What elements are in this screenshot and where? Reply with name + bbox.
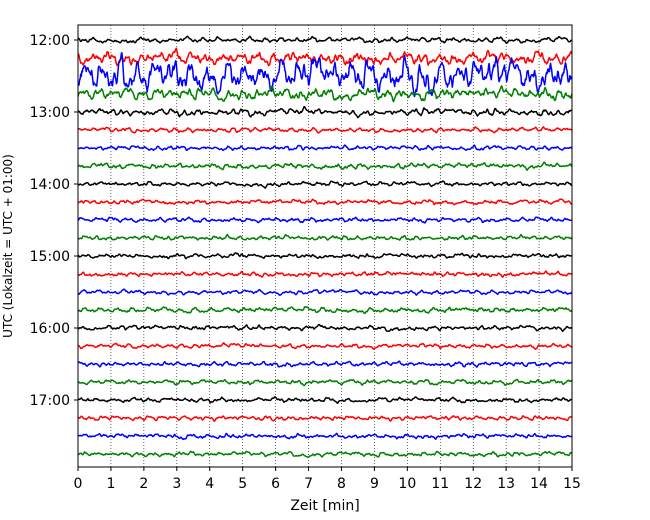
trace-line [78, 415, 572, 422]
trace-line [78, 35, 572, 44]
trace-line [78, 126, 572, 134]
x-tick-label: 15 [563, 476, 581, 492]
x-tick-label: 8 [337, 476, 346, 492]
x-tick-label: 4 [205, 476, 214, 492]
trace-line [78, 144, 572, 152]
trace-series [78, 35, 572, 459]
trace-line [78, 105, 572, 119]
x-axis-label: Zeit [min] [290, 498, 359, 514]
trace-line [78, 216, 572, 224]
y-tick-label: 15:00 [30, 249, 70, 265]
trace-line [78, 323, 572, 333]
x-tick-label: 3 [172, 476, 181, 492]
trace-line [78, 85, 572, 103]
x-tick-label: 12 [464, 476, 482, 492]
trace-line [78, 450, 572, 459]
trace-line [78, 342, 572, 350]
x-tick-label: 13 [497, 476, 515, 492]
trace-line [78, 252, 572, 260]
y-axis-label: UTC (Lokalzeit = UTC + 01:00) [1, 154, 15, 338]
x-tick-label: 1 [106, 476, 115, 492]
x-tick-label: 7 [304, 476, 313, 492]
trace-line [78, 52, 572, 98]
x-tick-label: 10 [398, 476, 416, 492]
trace-line [78, 180, 572, 189]
y-axis-ticks: 12:00 13:00 14:00 15:00 16:00 17:00 [30, 33, 78, 409]
x-tick-label: 14 [530, 476, 548, 492]
trace-line [78, 270, 572, 278]
trace-line [78, 396, 572, 404]
trace-line [78, 378, 572, 387]
trace-line [78, 161, 572, 171]
trace-line [78, 47, 572, 67]
trace-line [78, 306, 572, 315]
x-axis-ticks: 0 1 2 3 4 5 6 7 8 9 10 11 12 13 14 15 [74, 467, 581, 492]
x-tick-label: 9 [370, 476, 379, 492]
trace-line [78, 432, 572, 440]
trace-line [78, 233, 572, 241]
x-tick-label: 6 [271, 476, 280, 492]
y-tick-label: 13:00 [30, 105, 70, 121]
x-tick-label: 11 [431, 476, 449, 492]
x-tick-label: 5 [238, 476, 247, 492]
plot-frame [77, 24, 573, 468]
trace-line [78, 198, 572, 206]
y-tick-label: 14:00 [30, 177, 70, 193]
y-tick-label: 16:00 [30, 321, 70, 337]
y-tick-label: 12:00 [30, 33, 70, 49]
x-tick-label: 0 [74, 476, 83, 492]
trace-line [78, 288, 572, 296]
x-tick-label: 2 [139, 476, 148, 492]
y-tick-label: 17:00 [30, 393, 70, 409]
trace-line [78, 360, 572, 368]
